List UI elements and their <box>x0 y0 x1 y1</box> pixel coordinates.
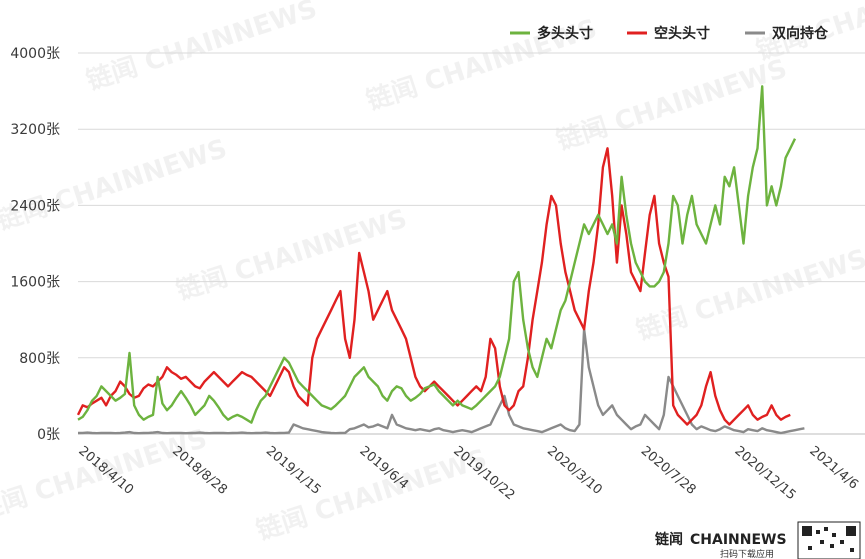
x-tick-label: 2020/3/10 <box>544 444 605 498</box>
series-layer <box>76 85 805 435</box>
legend: 多头头寸 空头头寸 双向持仓 <box>510 25 829 42</box>
brand-name: 链闻 <box>655 531 683 548</box>
x-tick-label: 2021/4/6 <box>806 444 860 493</box>
series-line-双向持仓 <box>77 328 805 435</box>
legend-label: 空头头寸 <box>654 25 710 42</box>
y-tick-label: 0张 <box>37 427 60 443</box>
brand-logo: 链闻 CHAINNEWS 扫码下载应用 <box>655 521 861 559</box>
legend-label: 双向持仓 <box>772 25 829 42</box>
series-line-多头头寸 <box>77 85 797 424</box>
gridlines <box>78 52 865 435</box>
legend-label: 多头头寸 <box>537 25 593 42</box>
brand-name-en: CHAINNEWS <box>690 532 787 548</box>
y-tick-label: 1600张 <box>10 275 60 291</box>
x-tick-label: 2020/12/15 <box>732 444 799 504</box>
y-tick-label: 3200张 <box>10 122 60 138</box>
x-tick-label: 2019/1/15 <box>263 444 324 498</box>
y-tick-label: 800张 <box>19 351 60 367</box>
x-tick-label: 2020/7/28 <box>638 444 699 498</box>
watermark-text: 链闻 CHAINNEWS <box>633 243 865 347</box>
brand-subtitle: 扫码下载应用 <box>720 548 774 559</box>
y-tick-label: 4000张 <box>10 46 60 62</box>
y-axis: 0张 800张 1600张 2400张 3200张 4000张 <box>10 46 60 443</box>
watermark-text: 链闻 CHAINNEWS <box>173 203 411 307</box>
series-line-空头头寸 <box>76 147 791 426</box>
qr-code-icon <box>797 521 861 559</box>
watermark-text: 链闻 CHAINNEWS <box>553 53 791 157</box>
watermark-text: 链闻 CHAINNEWS <box>0 133 231 237</box>
y-tick-label: 2400张 <box>10 198 60 214</box>
watermark-text: 链闻 CHAINNEWS <box>83 0 321 97</box>
